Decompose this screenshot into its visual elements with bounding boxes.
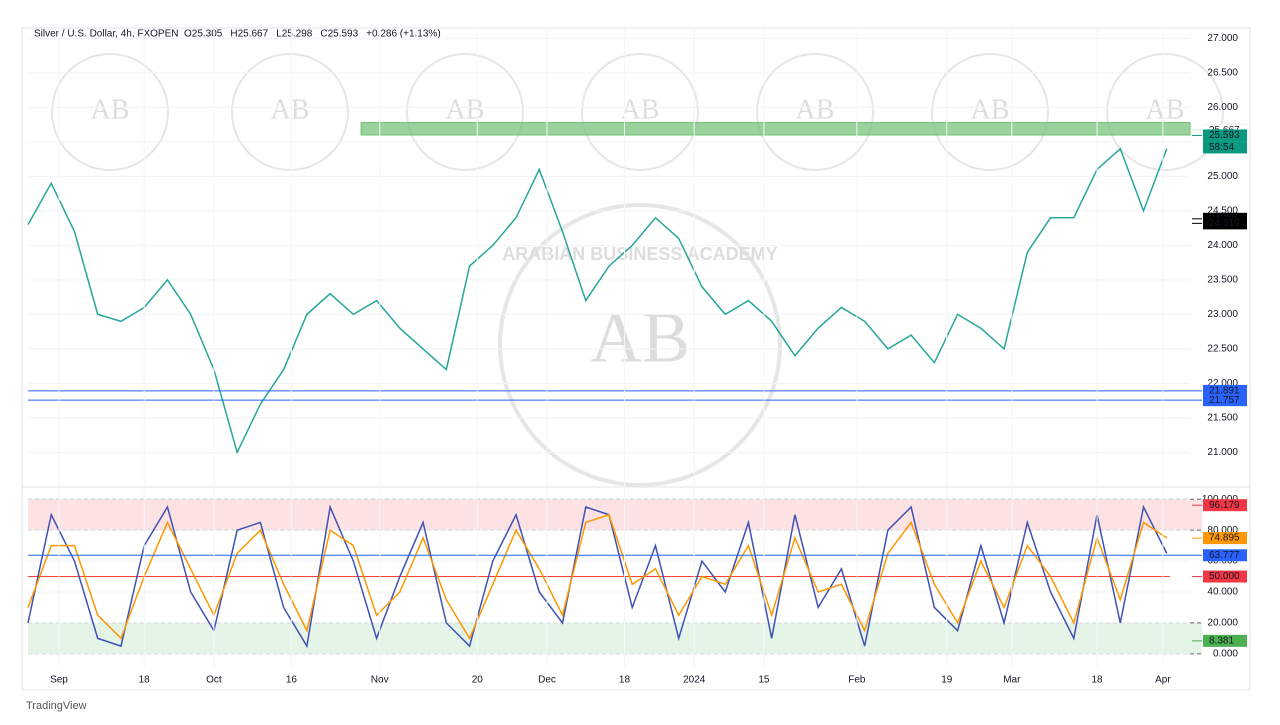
price-label: 24.319 [1209, 218, 1240, 229]
x-tick-label: Apr [1155, 675, 1171, 686]
watermark-text: ARABIAN BUSINESS ACADEMY [502, 244, 777, 264]
watermark-logo: AB [1146, 94, 1185, 125]
y-tick-label: 24.500 [1207, 206, 1238, 217]
y-tick-label: 40.000 [1207, 587, 1238, 598]
frame [21, 27, 1251, 691]
y-tick-label: 23.000 [1207, 309, 1238, 320]
x-tick-label: 15 [758, 675, 770, 686]
chart-title: Silver / U.S. Dollar, 4h, FXOPEN [34, 29, 179, 40]
watermark-ring [581, 53, 699, 171]
y-tick-label: 22.500 [1207, 344, 1238, 355]
price-label-box [1203, 394, 1247, 407]
price-label: 8.381 [1209, 636, 1234, 647]
watermark-ring [51, 53, 169, 171]
price-label-box [1203, 384, 1247, 397]
x-tick-label: 18 [619, 675, 631, 686]
price-label-box [1203, 634, 1247, 647]
zone [360, 122, 1191, 136]
price-label-box [1203, 549, 1247, 562]
watermark-logo: AB [590, 298, 690, 378]
watermark-ring [1106, 53, 1224, 171]
band [28, 622, 1202, 654]
x-tick-label: Feb [848, 675, 866, 686]
watermark-logo: AB [971, 94, 1010, 125]
x-tick-label: 2024 [683, 675, 706, 686]
x-tick-label: 18 [1091, 675, 1103, 686]
y-tick-label: 21.500 [1207, 413, 1238, 424]
y-tick-label: 22.000 [1207, 378, 1238, 389]
price-label: 63.777 [1209, 550, 1240, 561]
watermark-ring [756, 53, 874, 171]
price-label-box [1203, 570, 1247, 583]
countdown-box [1203, 141, 1247, 154]
price-label-box [1203, 499, 1247, 512]
price-label-box [1203, 129, 1247, 142]
y-tick-label: 25.000 [1207, 171, 1238, 182]
price-label-box [1203, 532, 1247, 545]
y-tick-label: 27.000 [1207, 33, 1238, 44]
ohlc-value: O25.305 [184, 29, 223, 40]
x-tick-label: Dec [538, 675, 556, 686]
y-tick-label: 23.500 [1207, 275, 1238, 286]
y-tick-label: 26.000 [1207, 102, 1238, 113]
price-label: 96.179 [1209, 500, 1240, 511]
price-label: 25.593 [1209, 130, 1240, 141]
series-line [27, 513, 1168, 641]
y-tick-label: 0.000 [1213, 648, 1238, 659]
x-tick-label: 16 [286, 675, 298, 686]
price-label: 74.895 [1209, 533, 1240, 544]
price-label: 50.000 [1209, 571, 1240, 582]
ohlc-value: +0.286 (+1.13%) [366, 29, 441, 40]
x-tick-label: 18 [139, 675, 151, 686]
watermark-logo: AB [91, 94, 130, 125]
watermark-ring [498, 203, 782, 487]
x-tick-label: Mar [1003, 675, 1021, 686]
price-label: 21.757 [1209, 395, 1240, 406]
price-label-box [1203, 217, 1247, 230]
series-line [27, 147, 1168, 455]
ohlc-value: C25.593 [320, 29, 358, 40]
series-line [27, 504, 1168, 649]
x-tick-label: 19 [941, 675, 953, 686]
watermark-logo: AB [621, 94, 660, 125]
watermark-ring [931, 53, 1049, 171]
x-tick-label: Oct [206, 675, 222, 686]
x-tick-label: Sep [50, 675, 68, 686]
y-tick-label: 21.000 [1207, 447, 1238, 458]
footer: TradingView [26, 700, 87, 712]
y-tick-label: 24.000 [1207, 240, 1238, 251]
x-tick-label: 20 [472, 675, 484, 686]
ohlc-value: H25.667 [230, 29, 268, 40]
y-tick-label: 80.000 [1207, 525, 1238, 536]
watermark-logo: AB [446, 94, 485, 125]
watermark-ring [231, 53, 349, 171]
watermark-logo: AB [271, 94, 310, 125]
price-label: 21.891 [1209, 386, 1240, 397]
watermark-ring [406, 53, 524, 171]
band [28, 499, 1202, 531]
x-tick-label: Nov [371, 675, 389, 686]
y-tick-label: 20.000 [1207, 618, 1238, 629]
ohlc-value: L25.298 [276, 29, 313, 40]
countdown: 58:54 [1209, 142, 1234, 153]
watermark-logo: AB [796, 94, 835, 125]
y-tick-label: 26.500 [1207, 67, 1238, 78]
